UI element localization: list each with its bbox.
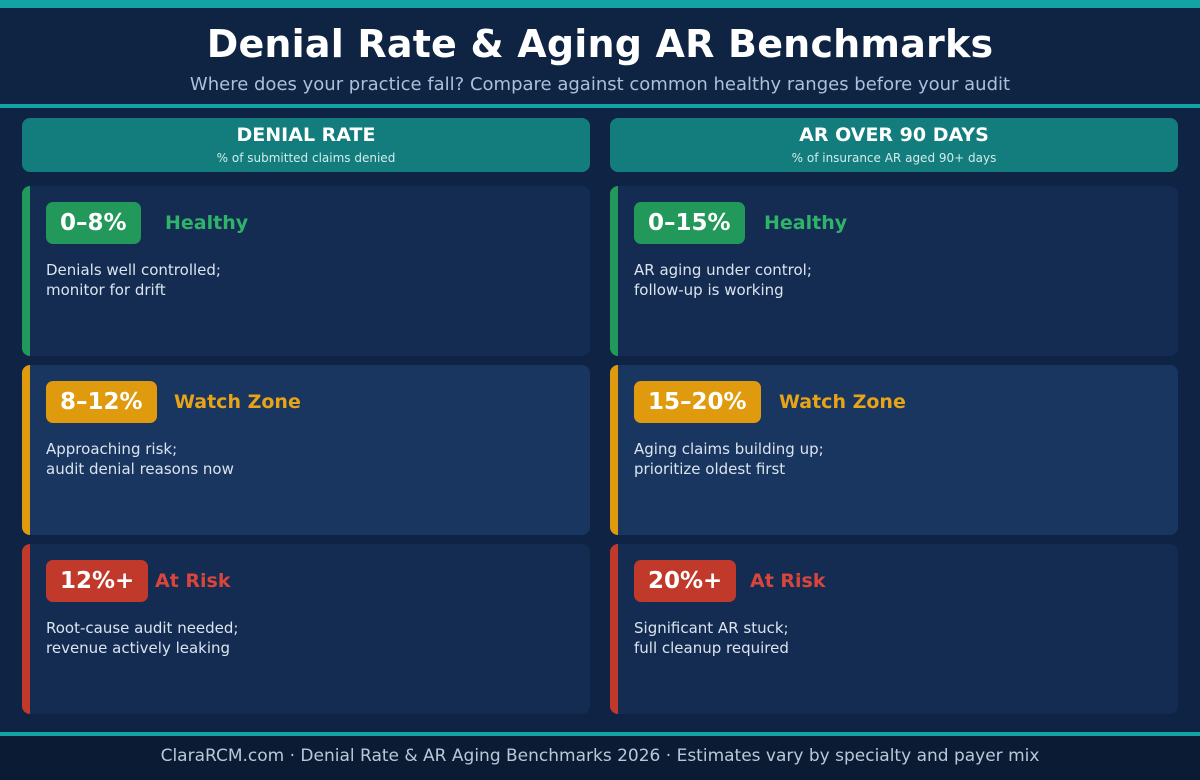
range-badge: 0–8%	[46, 202, 141, 244]
description-line: AR aging under control;	[634, 261, 812, 279]
tier-card-healthy: 0–15% Healthy AR aging under control; fo…	[610, 186, 1178, 356]
tier-description: Aging claims building up; prioritize old…	[634, 439, 824, 479]
status-label: Watch Zone	[779, 391, 906, 413]
status-label: Watch Zone	[174, 391, 301, 413]
tier-stripe	[610, 365, 618, 535]
tier-card-watch: 15–20% Watch Zone Aging claims building …	[610, 365, 1178, 535]
column-subtitle: % of insurance AR aged 90+ days	[791, 151, 997, 165]
page-footer: ClaraRCM.com · Denial Rate & AR Aging Be…	[0, 736, 1200, 780]
top-accent-bar	[0, 0, 1200, 8]
tier-stripe	[22, 544, 30, 714]
tier-card-healthy: 0–8% Healthy Denials well controlled; mo…	[22, 186, 590, 356]
status-label: At Risk	[750, 570, 826, 592]
tier-stripe	[22, 365, 30, 535]
description-line: revenue actively leaking	[46, 639, 231, 657]
range-badge: 0–15%	[634, 202, 745, 244]
range-badge: 15–20%	[634, 381, 761, 423]
description-line: monitor for drift	[46, 281, 166, 299]
status-label: At Risk	[155, 570, 231, 592]
header-divider	[0, 104, 1200, 108]
tier-description: Root-cause audit needed; revenue activel…	[46, 618, 238, 658]
tier-card-watch: 8–12% Watch Zone Approaching risk; audit…	[22, 365, 590, 535]
column-title: AR OVER 90 DAYS	[799, 124, 989, 146]
column-subtitle: % of submitted claims denied	[216, 151, 396, 165]
description-line: audit denial reasons now	[46, 460, 234, 478]
range-badge: 12%+	[46, 560, 149, 602]
tier-stripe	[22, 186, 30, 356]
footer-divider	[0, 732, 1200, 736]
description-line: full cleanup required	[634, 639, 789, 657]
column-header: DENIAL RATE % of submitted claims denied	[22, 118, 590, 172]
range-badge: 8–12%	[46, 381, 157, 423]
range-badge: 20%+	[634, 560, 737, 602]
tier-card-risk: 20%+ At Risk Significant AR stuck; full …	[610, 544, 1178, 714]
page-header: Denial Rate & Aging AR Benchmarks Where …	[0, 8, 1200, 104]
description-line: prioritize oldest first	[634, 460, 786, 478]
page-subtitle: Where does your practice fall? Compare a…	[189, 74, 1011, 95]
status-label: Healthy	[165, 212, 249, 234]
description-line: Root-cause audit needed;	[46, 619, 239, 637]
tier-stripe	[610, 186, 618, 356]
description-line: Approaching risk;	[46, 440, 178, 458]
tier-description: AR aging under control; follow-up is wor…	[634, 260, 812, 300]
description-line: Significant AR stuck;	[634, 619, 789, 637]
tier-stripe	[610, 544, 618, 714]
page-title: Denial Rate & Aging AR Benchmarks	[206, 22, 994, 66]
status-label: Healthy	[764, 212, 848, 234]
column-header: AR OVER 90 DAYS % of insurance AR aged 9…	[610, 118, 1178, 172]
description-line: follow-up is working	[634, 281, 784, 299]
tier-card-risk: 12%+ At Risk Root-cause audit needed; re…	[22, 544, 590, 714]
description-line: Aging claims building up;	[634, 440, 824, 458]
tier-description: Significant AR stuck; full cleanup requi…	[634, 618, 789, 658]
tier-description: Denials well controlled; monitor for dri…	[46, 260, 221, 300]
footer-text: ClaraRCM.com · Denial Rate & AR Aging Be…	[160, 746, 1040, 766]
description-line: Denials well controlled;	[46, 261, 221, 279]
tier-description: Approaching risk; audit denial reasons n…	[46, 439, 234, 479]
column-title: DENIAL RATE	[236, 124, 376, 146]
